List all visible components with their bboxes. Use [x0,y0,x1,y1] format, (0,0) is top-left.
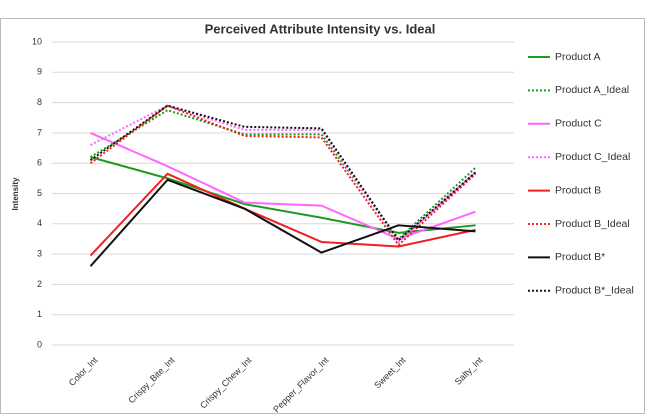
y-tick-label: 1 [37,309,42,319]
legend-label: Product C [555,118,602,130]
y-tick-label: 0 [37,339,42,349]
y-tick-label: 3 [37,248,42,258]
series-line [89,109,477,240]
y-tick-label: 10 [32,36,42,46]
series-line [89,178,476,267]
legend-label: Product C_Ideal [555,151,630,163]
y-tick-label: 2 [37,279,42,289]
series-line [89,104,477,242]
chart-title: Perceived Attribute Intensity vs. Ideal [205,21,436,36]
series-line [89,172,476,257]
series-line [90,104,477,243]
chart-frame [0,18,645,414]
y-tick-label: 9 [37,67,42,77]
y-tick-label: 6 [37,158,42,168]
series-line [89,104,477,247]
y-tick-label: 5 [37,188,42,198]
legend-label: Product B*_Ideal [555,285,634,297]
y-axis-label: Intensity [11,177,20,210]
legend-label: Product B* [555,251,605,263]
y-tick-label: 7 [37,127,42,137]
legend-label: Product A_Ideal [555,84,629,96]
y-tick-label: 4 [37,218,42,228]
legend-label: Product B_Ideal [555,218,630,230]
legend-label: Product B [555,184,601,196]
legend-label: Product A [555,51,601,63]
y-tick-label: 8 [37,97,42,107]
